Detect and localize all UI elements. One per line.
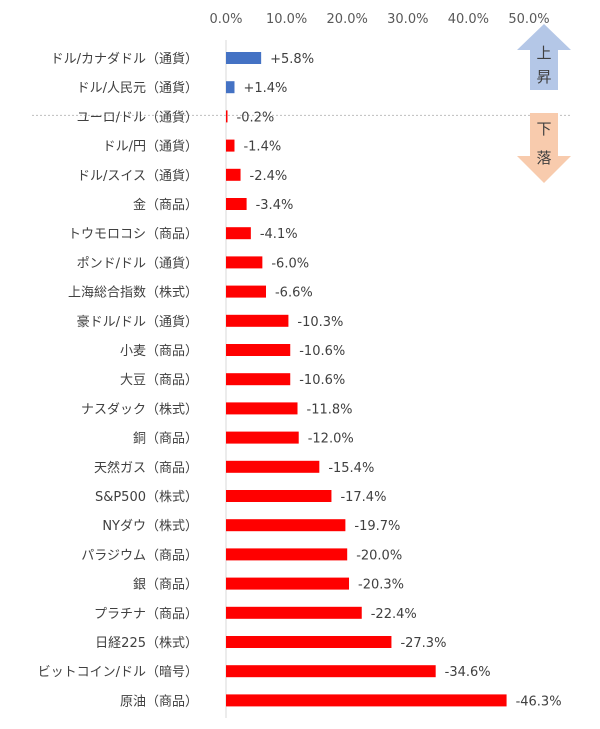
bar [226,519,346,532]
bar [226,431,299,444]
category-label: 大豆（商品） [120,373,198,388]
x-tick-label: 40.0% [448,12,489,27]
category-label: プラチナ（商品） [94,607,198,622]
bar [226,256,263,269]
bar [226,285,266,298]
up-arrow-icon [517,24,571,90]
x-tick-label: 10.0% [266,12,307,27]
bar [226,548,348,561]
category-label: ドル/カナダドル（通貨） [51,51,198,67]
data-label: -22.4% [371,607,417,622]
bar [226,198,247,210]
category-label: ポンド/ドル（通貨） [77,255,198,271]
bar [226,110,228,123]
x-axis-ticks: 0.0% 10.0% 20.0% 30.0% 40.0% 50.0% [209,12,549,27]
x-tick-label: 20.0% [327,12,368,27]
category-label: 天然ガス（商品） [94,460,198,476]
bars-group: ドル/カナダドル（通貨） +5.8% ドル/人民元（通貨） +1.4% ユーロ/ドル（通… [38,51,562,709]
bar [226,694,507,707]
data-label: -4.1% [260,227,298,242]
data-label: +5.8% [270,52,314,67]
category-label: 銀（商品） [133,578,198,593]
data-label: -19.7% [354,519,400,534]
category-label: 日経225（株式） [95,636,198,651]
category-label: トウモロコシ（商品） [68,227,198,242]
category-label: ナスダック（株式） [81,402,198,417]
bar [226,227,251,240]
down-label-char: 落 [536,149,551,167]
category-label: 豪ドル/ドル（通貨） [77,314,198,330]
bar [226,81,235,94]
data-label: +1.4% [243,81,287,96]
category-label: 銅（商品） [133,432,198,447]
data-label: -12.0% [308,432,354,447]
data-label: -17.4% [340,490,386,505]
data-label: -27.3% [400,636,446,651]
data-label: -10.6% [299,344,345,359]
bar [226,577,350,590]
bar [226,139,235,152]
data-label: -10.6% [299,373,345,388]
bar [226,460,320,473]
up-label-char: 昇 [536,68,551,86]
bar [226,373,291,386]
category-label: 金（商品） [133,197,198,213]
data-label: -0.2% [237,110,275,125]
bar [226,402,298,415]
bar [226,52,262,64]
data-label: -6.0% [271,256,309,271]
category-label: ユーロ/ドル（通貨） [77,109,198,125]
category-label: パラジウム（商品） [81,548,198,563]
x-tick-label: 50.0% [508,12,549,27]
category-label: 上海総合指数（株式） [68,286,198,301]
data-label: -6.6% [275,286,313,301]
bar [226,344,291,356]
bar [226,636,392,648]
category-label: 小麦（商品） [120,344,198,359]
data-label: -15.4% [328,461,374,476]
category-label: ドル/スイス（通貨） [77,168,198,184]
data-label: -3.4% [256,198,294,213]
data-label: -2.4% [250,169,288,184]
down-label-char: 下 [536,120,551,138]
data-label: -10.3% [297,315,343,330]
bar [226,490,332,502]
data-label: -46.3% [516,694,562,709]
bar [226,606,362,619]
bar [226,314,289,327]
category-label: ドル/人民元（通貨） [77,80,198,96]
data-label: -11.8% [307,402,353,417]
category-label: ドル/円（通貨） [103,139,198,155]
x-tick-label: 30.0% [387,12,428,27]
data-label: -34.6% [445,665,491,680]
data-label: -1.4% [243,140,281,155]
bar [226,665,436,678]
x-tick-label: 0.0% [209,12,242,27]
category-label: NYダウ（株式） [102,519,198,534]
data-label: -20.0% [356,548,402,563]
down-arrow-icon [517,113,571,183]
category-label: 原油（商品） [120,694,198,709]
up-label-char: 上 [536,44,551,62]
category-label: ビットコイン/ドル（暗号） [38,665,198,680]
data-label: -20.3% [358,578,404,593]
bar [226,168,241,181]
category-label: S&P500（株式） [95,490,198,505]
